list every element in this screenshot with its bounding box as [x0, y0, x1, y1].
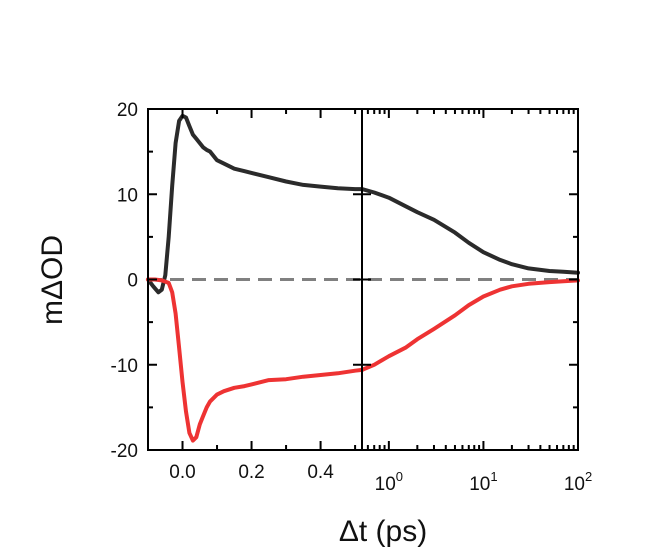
- y-tick-label: 0: [127, 271, 138, 292]
- traces: [146, 113, 580, 443]
- x-log-tick-base: 10: [469, 474, 490, 495]
- red-trace-log-line: [360, 278, 580, 372]
- y-tick-label: -10: [111, 356, 138, 377]
- x-log-tick-exp: 0: [396, 469, 403, 484]
- x-axis-title: Δt (ps): [339, 515, 427, 548]
- x-log-tick-exp: 1: [490, 469, 497, 484]
- x-tick-label: 0.2: [238, 462, 264, 483]
- red-trace-linear-line: [146, 277, 364, 443]
- x-log-tick-base: 10: [564, 474, 585, 495]
- axes: [147, 108, 579, 451]
- y-tick-label: 10: [117, 185, 138, 206]
- x-log-tick-label: 101: [469, 469, 497, 495]
- x-tick-label: 0.4: [307, 462, 334, 483]
- x-log-tick-label: 100: [375, 469, 403, 495]
- x-log-tick-exp: 2: [585, 469, 592, 484]
- y-tick-label: -20: [111, 441, 138, 462]
- x-tick-label: 0.0: [169, 462, 195, 483]
- y-tick-label: 20: [117, 100, 138, 121]
- black-trace-linear-line: [146, 113, 364, 295]
- y-axis-title: mΔOD: [36, 235, 69, 325]
- x-log-tick-base: 10: [375, 474, 396, 495]
- x-log-tick-label: 102: [564, 469, 592, 495]
- black-trace-log-line: [360, 187, 580, 275]
